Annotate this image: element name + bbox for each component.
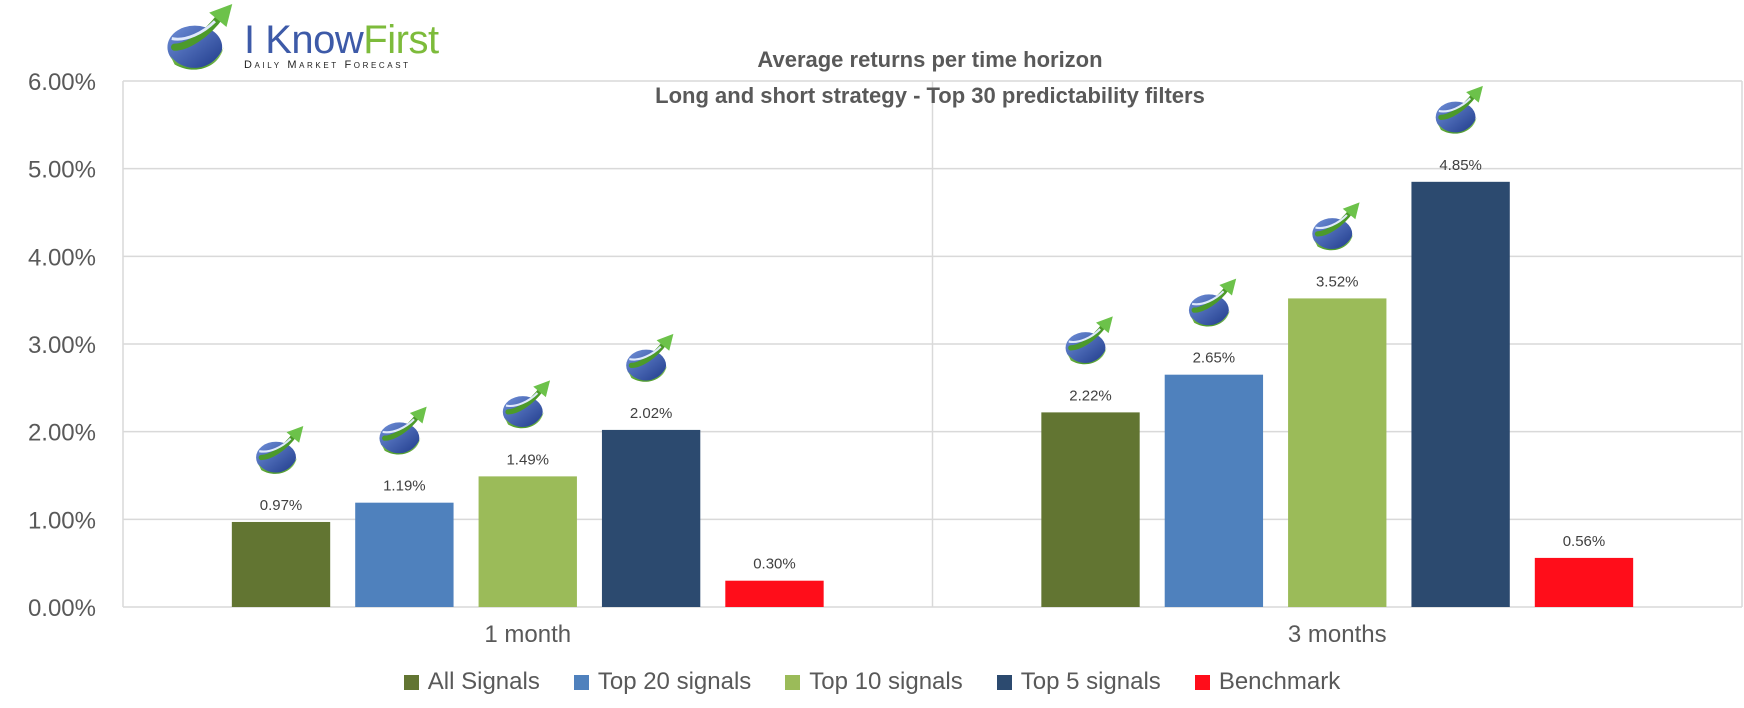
bar-top-5-signals: [601, 429, 701, 607]
logo-icon: [626, 334, 673, 382]
data-labels: 0.97% 1.19% 1.49% 2.02% 0.30% 2.22% 2.65% 3.52%…: [260, 157, 1606, 573]
legend-swatch: [996, 674, 1012, 690]
data-label: 3.52%: [1316, 273, 1359, 290]
logo-name-part1: I Know: [244, 18, 364, 62]
legend-label: All Signals: [427, 668, 540, 695]
y-tick-label: 4.00%: [28, 244, 96, 271]
data-label: 1.19%: [383, 478, 426, 495]
legend-swatch: [403, 674, 419, 690]
logo-icon: [1436, 86, 1483, 134]
logo-icon: [160, 4, 244, 76]
bar-all-signals: [231, 521, 331, 607]
legend-item: Top 20 signals: [573, 668, 752, 696]
legend-swatch: [785, 674, 801, 690]
legend: All Signals Top 20 signals Top 10 signals T…: [0, 668, 1744, 696]
logo-icon: [256, 426, 303, 474]
bars: [231, 181, 1634, 608]
logo-icon: [1066, 316, 1113, 364]
bar-benchmark: [725, 580, 824, 607]
data-label: 0.56%: [1563, 533, 1606, 550]
y-tick-label: 5.00%: [28, 157, 96, 184]
logo-wordmark: I KnowFirst: [244, 20, 439, 60]
logo-icon: [1189, 279, 1236, 327]
data-label: 2.22%: [1069, 387, 1112, 404]
legend-label: Top 5 signals: [1020, 668, 1161, 695]
legend-item: All Signals: [403, 668, 540, 696]
company-logo: I KnowFirst Daily Market Forecast: [160, 2, 480, 80]
legend-swatch: [1194, 674, 1210, 690]
y-tick-label: 0.00%: [28, 595, 96, 622]
data-label: 2.02%: [630, 405, 673, 422]
bar-top-20-signals: [1164, 374, 1264, 607]
x-category-label: 1 month: [484, 621, 571, 648]
legend-item: Benchmark: [1194, 668, 1341, 696]
bar-top-10-signals: [478, 476, 577, 607]
logo-tagline: Daily Market Forecast: [244, 59, 411, 71]
bar-top-5-signals: [1411, 181, 1510, 608]
bar-all-signals: [1041, 412, 1140, 607]
logo-icon: [503, 380, 550, 428]
y-tick-label: 2.00%: [28, 420, 96, 447]
logo-icon: [1312, 202, 1359, 250]
logo-name-part2: First: [363, 18, 439, 62]
data-label: 4.85%: [1439, 157, 1482, 174]
data-label: 2.65%: [1193, 350, 1236, 367]
legend-swatch: [573, 674, 589, 690]
y-tick-label: 6.00%: [28, 69, 96, 96]
y-tick-label: 1.00%: [28, 507, 96, 534]
x-category-label: 3 months: [1288, 621, 1387, 648]
legend-label: Benchmark: [1218, 668, 1341, 695]
legend-item: Top 5 signals: [996, 668, 1161, 696]
bar-benchmark: [1534, 557, 1634, 607]
plot-area: [122, 81, 1743, 607]
bar-top-20-signals: [355, 502, 454, 607]
chart-title: Average returns per time horizon: [757, 47, 1103, 72]
logo-icon: [379, 407, 426, 455]
legend-label: Top 20 signals: [597, 668, 752, 695]
legend-item: Top 10 signals: [785, 668, 963, 696]
data-label: 0.97%: [260, 497, 303, 514]
x-axis: 1 month 3 months: [484, 621, 1386, 648]
bar-top-10-signals: [1288, 298, 1387, 607]
y-axis: 0.00% 1.00% 2.00% 3.00% 4.00% 5.00% 6.00%: [28, 69, 96, 622]
legend-label: Top 10 signals: [809, 668, 963, 695]
data-label: 1.49%: [506, 451, 549, 468]
data-label: 0.30%: [753, 556, 796, 573]
chart-subtitle: Long and short strategy - Top 30 predict…: [655, 83, 1205, 108]
y-tick-label: 3.00%: [28, 332, 96, 359]
